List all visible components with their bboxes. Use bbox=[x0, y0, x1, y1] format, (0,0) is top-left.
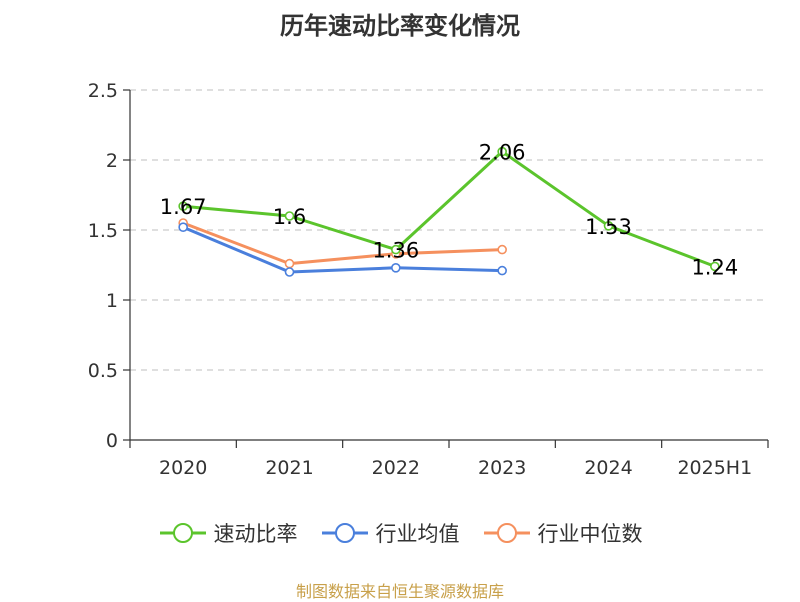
data-label: 1.53 bbox=[585, 215, 632, 239]
series-line-2 bbox=[182, 225, 503, 274]
y-tick-label: 2.5 bbox=[88, 80, 118, 102]
x-tick-label: 2020 bbox=[159, 457, 207, 479]
data-point bbox=[497, 146, 507, 157]
legend-item[interactable]: 行业均值 bbox=[320, 518, 460, 548]
data-label: 1.67 bbox=[160, 195, 207, 219]
legend-label: 行业均值 bbox=[375, 522, 460, 546]
x-tick-label: 2024 bbox=[584, 457, 632, 479]
grid-lines bbox=[130, 89, 768, 371]
y-tick-label: 2 bbox=[106, 150, 118, 172]
data-point bbox=[178, 201, 188, 211]
data-point bbox=[391, 262, 401, 273]
data-labels: 1.67 1.6 1.36 2.06 1.53 1.24 bbox=[160, 141, 738, 280]
chart-title: 历年速动比率变化情况 bbox=[280, 12, 520, 40]
data-point bbox=[178, 222, 188, 232]
legend-label: 速动比率 bbox=[213, 522, 298, 546]
data-point bbox=[710, 261, 720, 272]
data-point bbox=[497, 244, 507, 255]
y-tick-label: 0.5 bbox=[88, 360, 118, 382]
y-tick-label: 1.5 bbox=[88, 220, 118, 242]
legend: 速动比率 行业均值 行业中位数 bbox=[0, 518, 800, 548]
data-label: 1.24 bbox=[691, 255, 738, 279]
data-point bbox=[284, 267, 295, 277]
x-tick-label: 2025H1 bbox=[677, 457, 752, 479]
x-axis: 2020 2021 2022 2023 2024 2025H1 bbox=[129, 439, 769, 479]
legend-marker-icon bbox=[483, 523, 530, 543]
data-label: 1.36 bbox=[372, 239, 419, 263]
source-note: 制图数据来自恒生聚源数据库 bbox=[295, 582, 504, 601]
data-point bbox=[391, 244, 401, 255]
x-tick-label: 2021 bbox=[265, 457, 313, 479]
legend-item[interactable]: 行业中位数 bbox=[482, 518, 643, 548]
legend-item[interactable]: 速动比率 bbox=[158, 518, 298, 548]
data-point bbox=[284, 258, 295, 269]
y-axis: 0 0.5 1 1.5 2 2.5 bbox=[88, 80, 131, 452]
legend-marker-icon bbox=[321, 523, 368, 543]
y-tick-label: 1 bbox=[106, 290, 118, 312]
data-label: 1.6 bbox=[273, 205, 306, 229]
data-point bbox=[603, 221, 614, 231]
legend-marker-icon bbox=[159, 523, 206, 543]
data-label: 2.06 bbox=[479, 141, 526, 165]
line-chart: 00.511.522.5 2020 2021 2022 2023 2024 2025H1 … bbox=[88, 80, 769, 479]
y-tick-label: 0 bbox=[106, 430, 118, 452]
series-line-3 bbox=[182, 221, 503, 266]
data-point bbox=[497, 265, 507, 276]
series-layer bbox=[178, 146, 720, 277]
legend-label: 行业中位数 bbox=[537, 522, 643, 546]
x-tick-label: 2023 bbox=[478, 457, 526, 479]
data-point bbox=[284, 211, 295, 221]
series-line-1 bbox=[183, 150, 716, 268]
x-tick-label: 2022 bbox=[372, 457, 420, 479]
